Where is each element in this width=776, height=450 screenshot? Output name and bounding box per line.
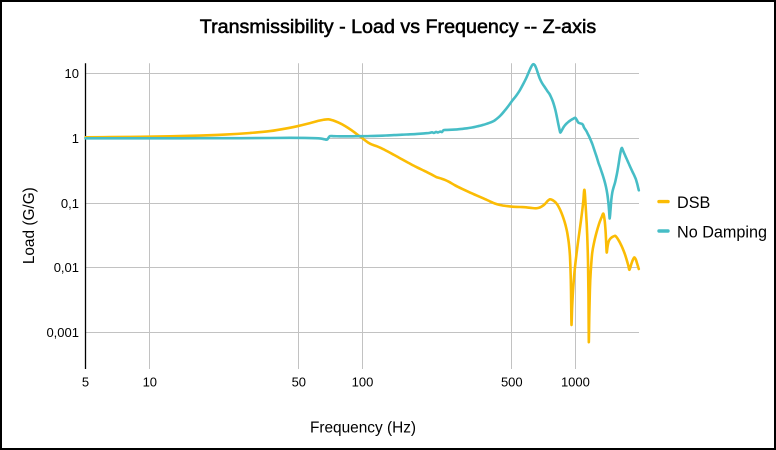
svg-text:50: 50 (292, 375, 306, 390)
svg-text:100: 100 (352, 375, 374, 390)
svg-text:500: 500 (501, 375, 523, 390)
svg-text:1000: 1000 (561, 375, 590, 390)
svg-text:DSB: DSB (677, 194, 710, 212)
svg-text:0,001: 0,001 (46, 325, 79, 340)
svg-text:1: 1 (72, 131, 79, 146)
svg-text:10: 10 (143, 375, 157, 390)
svg-text:Transmissibility - Load vs Fre: Transmissibility - Load vs Frequency -- … (200, 16, 597, 38)
svg-text:5: 5 (82, 375, 89, 390)
svg-text:Load (G/G): Load (G/G) (21, 187, 38, 264)
svg-text:Frequency (Hz): Frequency (Hz) (310, 420, 416, 437)
svg-text:No Damping: No Damping (677, 223, 767, 241)
svg-text:0,1: 0,1 (61, 196, 79, 211)
svg-text:10: 10 (65, 66, 79, 81)
svg-text:0,01: 0,01 (54, 260, 79, 275)
